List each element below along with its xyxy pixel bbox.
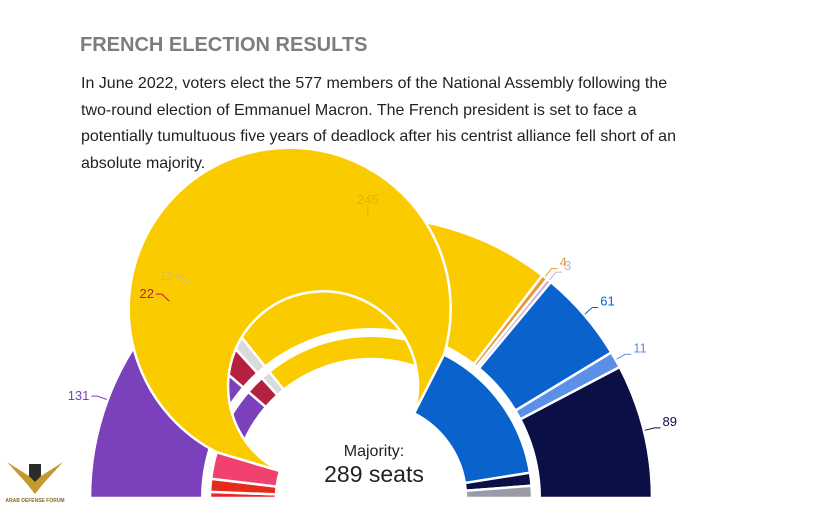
inner-ring-segments [127, 146, 541, 500]
inner-ring-segment-3 [127, 146, 452, 473]
label-leader-0 [91, 395, 107, 400]
forum-watermark-logo: ARAB DEFENSE FORUM [5, 462, 65, 504]
chart-description: In June 2022, voters elect the 577 membe… [81, 75, 676, 172]
shield-icon [29, 464, 41, 482]
page-title: FRENCH ELECTION RESULTS [80, 34, 368, 56]
inner-ring-segment-6 [464, 484, 534, 500]
label-leader-6 [584, 307, 599, 315]
majority-label: Majority: [344, 443, 404, 460]
seat-label-0: 131 [68, 388, 90, 403]
label-leader-5 [549, 271, 562, 281]
seat-label-6: 61 [600, 294, 614, 309]
majority-seats: 289 seats [324, 461, 424, 487]
watermark-text: ARAB DEFENSE FORUM [5, 498, 64, 504]
label-leader-2 [175, 275, 189, 285]
seat-label-3: 245 [357, 192, 379, 207]
seat-label-1: 22 [140, 286, 154, 301]
seat-label-8: 89 [663, 414, 677, 429]
label-leader-8 [644, 427, 661, 431]
seat-label-2: 11 [160, 268, 174, 283]
label-leader-4 [545, 268, 558, 277]
seat-label-5: 3 [564, 258, 571, 273]
label-leader-1 [156, 293, 170, 302]
seat-label-4: 4 [560, 255, 567, 270]
seat-label-7: 11 [633, 340, 647, 355]
label-leader-7 [616, 353, 632, 360]
seat-count-labels: 131 22 11 245 43 61 11 89 [68, 192, 677, 431]
